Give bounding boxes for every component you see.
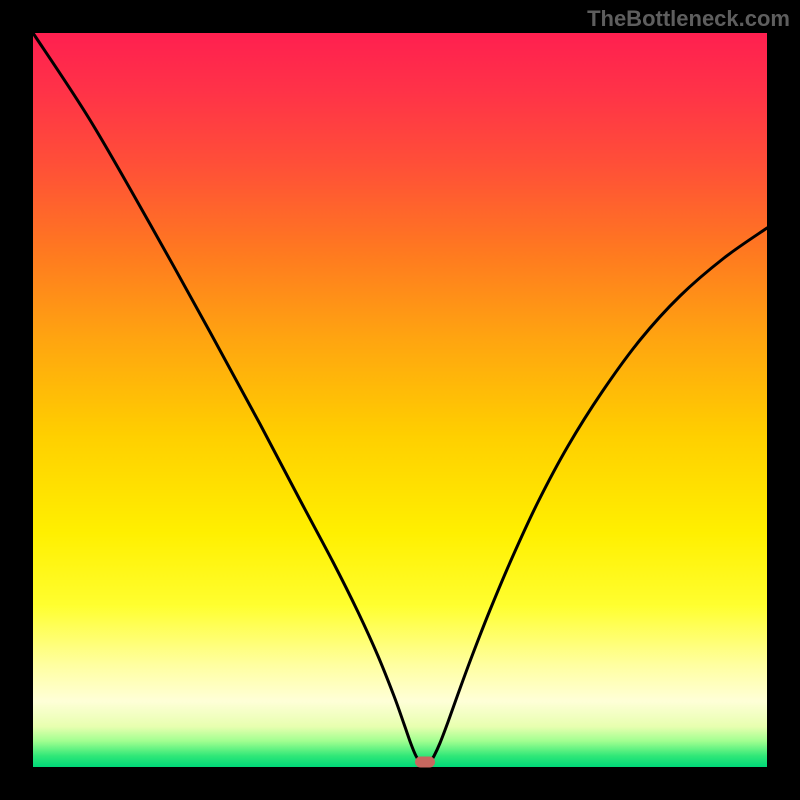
watermark-text: TheBottleneck.com	[587, 6, 790, 32]
optimum-marker	[415, 757, 435, 768]
chart-root: TheBottleneck.com	[0, 0, 800, 800]
gradient-plot-area	[33, 33, 767, 767]
